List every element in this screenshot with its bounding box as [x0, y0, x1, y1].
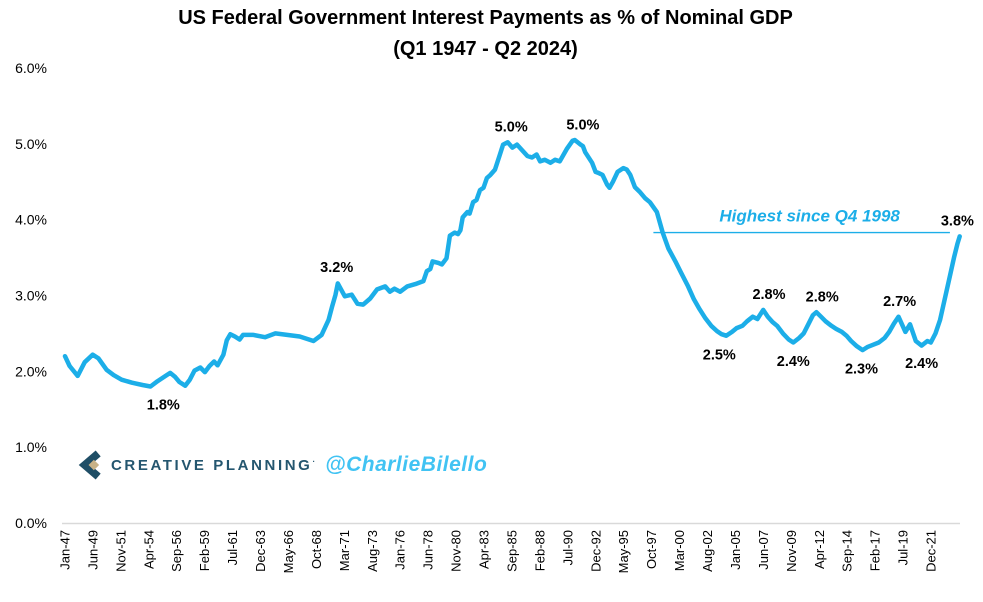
x-axis-label: Sep-85: [505, 530, 520, 572]
x-axis-label: Jul-90: [560, 530, 575, 565]
chart-title: US Federal Government Interest Payments …: [0, 3, 971, 65]
x-axis-label: May-95: [616, 530, 631, 573]
x-axis-label: Nov-80: [449, 530, 464, 572]
creative-planning-logo-text: CREATIVE PLANNING·: [111, 457, 315, 474]
x-axis-label: Oct-97: [644, 530, 659, 569]
y-axis-label: 5.0%: [15, 136, 47, 152]
x-axis-label: Dec-92: [588, 530, 603, 572]
x-axis-label: Feb-88: [532, 530, 547, 571]
x-axis-label: Nov-51: [113, 530, 128, 572]
chart-title-line2: (Q1 1947 - Q2 2024): [393, 38, 578, 60]
branding: CREATIVE PLANNING· @CharlieBilello: [76, 449, 487, 481]
x-axis-label: Mar-00: [672, 530, 687, 571]
data-label: 3.2%: [320, 260, 353, 276]
creative-planning-wordmark: CREATIVE PLANNING: [111, 456, 313, 474]
creative-planning-logo-icon: [78, 450, 101, 480]
x-axis-label: Jan-47: [58, 530, 73, 570]
data-label: 3.8%: [941, 214, 974, 230]
x-axis-label: Jun-07: [756, 530, 771, 570]
x-axis-label: Apr-54: [141, 530, 156, 569]
y-axis-label: 2.0%: [15, 363, 47, 379]
x-axis-label: Jan-76: [393, 530, 408, 570]
x-axis-label: Mar-71: [337, 530, 352, 571]
y-axis-label: 0.0%: [15, 515, 47, 531]
data-label: 2.8%: [752, 287, 785, 303]
x-axis-label: Jul-61: [225, 530, 240, 565]
data-label: 2.7%: [883, 294, 916, 310]
x-axis-label: Sep-56: [169, 530, 184, 572]
chart-title-line1: US Federal Government Interest Payments …: [178, 7, 793, 29]
x-axis-label: Feb-59: [197, 530, 212, 571]
x-axis-label: Apr-83: [477, 530, 492, 569]
data-label: 1.8%: [147, 398, 180, 414]
x-axis-label: Sep-14: [840, 530, 855, 572]
data-label: 2.3%: [845, 361, 878, 377]
trademark-dot: ·: [312, 456, 316, 466]
x-axis-label: Aug-02: [700, 530, 715, 572]
y-axis-label: 6.0%: [15, 60, 47, 76]
data-label: 2.5%: [703, 348, 736, 364]
data-label: 5.0%: [566, 117, 599, 133]
x-axis-label: Feb-17: [868, 530, 883, 571]
x-axis-label: Nov-09: [784, 530, 799, 572]
data-label: 2.4%: [905, 356, 938, 372]
x-axis-label: Dec-21: [924, 530, 939, 572]
x-axis-label: Aug-73: [365, 530, 380, 572]
charliebilello-handle: @CharlieBilello: [325, 453, 488, 476]
data-label: 2.4%: [777, 354, 810, 370]
data-label: 5.0%: [495, 120, 528, 136]
x-axis-label: Oct-68: [309, 530, 324, 569]
annotation-text: Highest since Q4 1998: [719, 207, 900, 226]
x-axis-label: Dec-63: [253, 530, 268, 572]
y-axis-label: 4.0%: [15, 212, 47, 228]
y-axis-label: 1.0%: [15, 439, 47, 455]
data-label: 2.8%: [806, 289, 839, 305]
x-axis-label: May-66: [281, 530, 296, 573]
x-axis-label: Jan-05: [728, 530, 743, 570]
x-axis-label: Jul-19: [896, 530, 911, 565]
y-axis-label: 3.0%: [15, 288, 47, 304]
x-axis-label: Apr-12: [812, 530, 827, 569]
line-series: [62, 137, 962, 389]
x-axis-label: Jun-49: [85, 530, 100, 570]
x-axis-label: Jun-78: [421, 530, 436, 570]
